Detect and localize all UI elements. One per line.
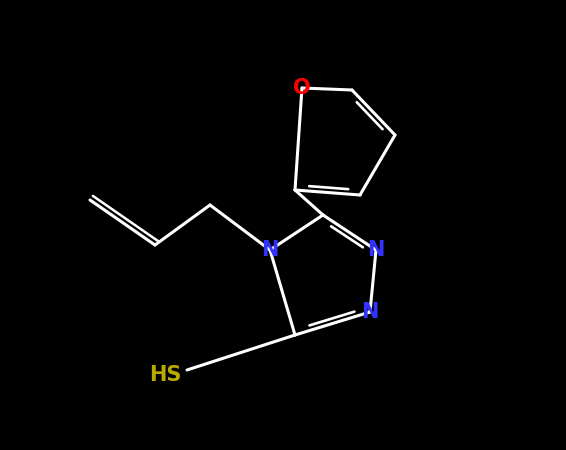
- Text: N: N: [361, 302, 379, 322]
- Text: O: O: [293, 78, 311, 98]
- Text: HS: HS: [149, 365, 181, 385]
- Text: N: N: [367, 240, 385, 260]
- Text: N: N: [261, 240, 278, 260]
